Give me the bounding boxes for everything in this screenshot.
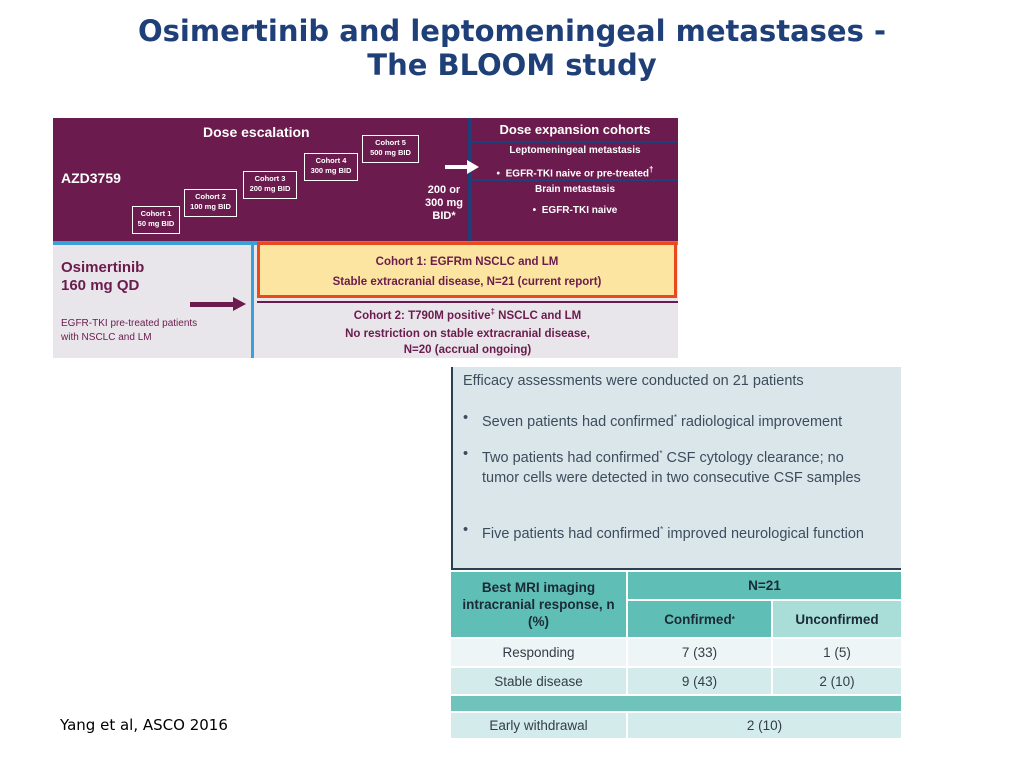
- response-table: Best MRI imaging intracranial response, …: [451, 572, 901, 738]
- bm-cohort-item: • EGFR-TKI naive: [472, 204, 678, 218]
- row-unconfirmed: 1 (5): [773, 639, 901, 666]
- row-label: Responding: [451, 639, 626, 666]
- bm-cohort-title: Brain metastasis: [534, 184, 616, 195]
- row-confirmed: 7 (33): [628, 639, 771, 666]
- efficacy-item: • Five patients had confirmed* improved …: [463, 520, 883, 544]
- dose-note-line1: 200 or: [427, 184, 461, 196]
- study-design-figure: Dose escalation AZD3759 Cohort 1 50 mg B…: [53, 118, 678, 358]
- table-header-label: Best MRI imaging intracranial response, …: [451, 572, 626, 637]
- lm-cohort-title: Leptomeningeal metastasis: [509, 145, 641, 156]
- cohort-step-dose: 100 mg BID: [190, 202, 231, 211]
- asterisk-mark: *: [673, 413, 677, 422]
- slide-title: Osimertinib and leptomeningeal metastase…: [0, 14, 1024, 82]
- bullet: •: [496, 168, 501, 180]
- efficacy-item-post: improved neurological function: [663, 525, 864, 542]
- cohort2-description: No restriction on stable extracranial di…: [345, 328, 590, 340]
- dose-note-line2: 300 mg: [425, 197, 463, 209]
- slide-title-line1: Osimertinib and leptomeningeal metastase…: [138, 14, 886, 48]
- panel-divider: [468, 118, 472, 241]
- efficacy-item-text: Five patients had confirmed* improved ne…: [482, 520, 883, 544]
- dose-escalation-title: Dose escalation: [203, 124, 310, 140]
- results-figure: Efficacy assessments were conducted on 2…: [451, 367, 901, 738]
- bullet: •: [532, 205, 537, 216]
- cohort-step-dose: 300 mg BID: [310, 166, 352, 175]
- drug-code-label: AZD3759: [61, 170, 121, 186]
- cohort-step-name: Cohort 5: [375, 138, 406, 147]
- expansion-divider: [472, 179, 678, 181]
- cohort-step-name: Cohort 4: [315, 156, 347, 165]
- cohort2-title-pre: Cohort 2: T790M positive: [353, 309, 491, 322]
- efficacy-item: • Two patients had confirmed* CSF cytolo…: [463, 444, 883, 488]
- dose-expansion-title: Dose expansion cohorts: [499, 122, 651, 137]
- row-unconfirmed: 2 (10): [773, 668, 901, 694]
- bullet: •: [463, 522, 469, 538]
- efficacy-item: • Seven patients had confirmed* radiolog…: [463, 408, 883, 432]
- expansion-dose-note: 200 or 300 mg BID*: [415, 184, 473, 223]
- double-dagger-mark: ‡: [490, 307, 495, 316]
- cohort1-title: Cohort 1: EGFRm NSCLC and LM: [375, 256, 559, 268]
- efficacy-item-post: radiological improvement: [676, 413, 843, 430]
- efficacy-item-text: Seven patients had confirmed* radiologic…: [482, 408, 883, 432]
- cohort-step-1: Cohort 1 50 mg BID: [132, 206, 180, 234]
- population-line1: EGFR-TKI pre-treated patients: [61, 318, 198, 329]
- cohort-step-2: Cohort 2 100 mg BID: [184, 189, 237, 217]
- efficacy-title: Efficacy assessments were conducted on 2…: [463, 373, 804, 389]
- table-spacer-band: [451, 696, 901, 711]
- cohort2-title-post: NSCLC and LM: [494, 309, 582, 322]
- cohort-step-4: Cohort 4 300 mg BID: [304, 153, 358, 181]
- row-confirmed: 9 (43): [628, 668, 771, 694]
- dagger-mark: †: [648, 165, 654, 174]
- bullet: •: [463, 446, 469, 462]
- osimertinib-dose: 160 mg QD: [61, 277, 140, 294]
- arrow-right-icon: [445, 160, 479, 174]
- osimertinib-panel: Osimertinib 160 mg QD EGFR-TKI pre-treat…: [53, 245, 251, 358]
- cohort1-description: Stable extracranial disease, N=21 (curre…: [332, 276, 602, 288]
- cohort-step-dose: 500 mg BID: [370, 148, 411, 157]
- asterisk-mark: *: [659, 449, 663, 458]
- cohort-step-5: Cohort 5 500 mg BID: [362, 135, 419, 163]
- dose-expansion-panel: Dose expansion cohorts Leptomeningeal me…: [472, 118, 678, 241]
- expansion-divider: [472, 141, 678, 143]
- row-value: 2 (10): [628, 713, 901, 738]
- row-label: Early withdrawal: [451, 713, 626, 738]
- cohort1-highlight-box: Cohort 1: EGFRm NSCLC and LM Stable extr…: [257, 242, 677, 298]
- cohort-step-dose: 50 mg BID: [137, 219, 175, 228]
- cohort2-divider: [257, 301, 678, 303]
- lm-cohort-item-text: EGFR-TKI naive or pre-treated: [505, 168, 649, 180]
- cohort-step-name: Cohort 3: [254, 174, 286, 183]
- table-header-n: N=21: [628, 572, 901, 599]
- asterisk-mark: *: [731, 614, 735, 624]
- cohort-step-name: Cohort 2: [195, 192, 226, 201]
- row-label: Stable disease: [451, 668, 626, 694]
- citation: Yang et al, ASCO 2016: [60, 716, 228, 734]
- osimertinib-name: Osimertinib: [61, 259, 145, 276]
- efficacy-item-pre: Five patients had confirmed: [482, 525, 661, 542]
- table-header-unconfirmed: Unconfirmed: [773, 601, 901, 637]
- table-header-confirmed: Confirmed *: [628, 601, 771, 637]
- slide-title-line2: The BLOOM study: [367, 48, 657, 82]
- osimertinib-population: EGFR-TKI pre-treated patients with NSCLC…: [61, 317, 197, 345]
- lm-cohort-item: • EGFR-TKI naive or pre-treated†: [472, 163, 678, 181]
- osimertinib-label: Osimertinib 160 mg QD: [61, 259, 144, 295]
- efficacy-item-post: CSF cytology clearance; no tumor cells w…: [482, 449, 861, 486]
- population-line2: with NSCLC and LM: [61, 332, 152, 343]
- bm-cohort-item-text: EGFR-TKI naive: [541, 205, 618, 216]
- efficacy-panel: Efficacy assessments were conducted on 2…: [451, 367, 901, 570]
- dose-note-line3: BID*: [432, 210, 456, 222]
- asterisk-mark: *: [660, 525, 664, 534]
- cohort-step-name: Cohort 1: [140, 209, 172, 218]
- cohort-step-3: Cohort 3 200 mg BID: [243, 171, 297, 199]
- bullet: •: [463, 410, 469, 426]
- cohort2-title: Cohort 2: T790M positive‡ NSCLC and LM: [257, 307, 678, 322]
- arrow-right-icon: [190, 297, 246, 311]
- confirmed-label: Confirmed: [664, 611, 732, 627]
- efficacy-item-text: Two patients had confirmed* CSF cytology…: [482, 444, 883, 488]
- efficacy-item-pre: Seven patients had confirmed: [482, 413, 674, 430]
- cohort2-accrual: N=20 (accrual ongoing): [403, 344, 532, 356]
- efficacy-item-pre: Two patients had confirmed: [482, 449, 660, 466]
- cohort-step-dose: 200 mg BID: [249, 184, 291, 193]
